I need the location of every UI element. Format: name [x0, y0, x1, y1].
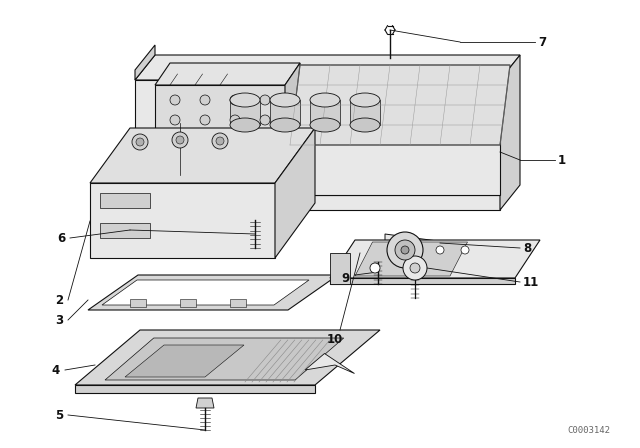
Circle shape [370, 263, 380, 273]
Text: 6: 6 [57, 232, 65, 245]
Polygon shape [330, 253, 350, 284]
Circle shape [172, 132, 188, 148]
Polygon shape [135, 55, 520, 80]
Text: C0003142: C0003142 [567, 426, 610, 435]
Text: 4: 4 [52, 363, 60, 376]
Ellipse shape [350, 93, 380, 107]
Polygon shape [285, 63, 300, 140]
Text: 3: 3 [55, 314, 63, 327]
Polygon shape [90, 183, 275, 258]
Polygon shape [330, 240, 540, 278]
Polygon shape [155, 85, 285, 140]
Circle shape [387, 232, 423, 268]
Polygon shape [230, 100, 260, 125]
Ellipse shape [310, 93, 340, 107]
Ellipse shape [350, 118, 380, 132]
Polygon shape [155, 63, 300, 85]
Text: 5: 5 [55, 409, 63, 422]
Polygon shape [88, 275, 338, 310]
Circle shape [403, 256, 427, 280]
Circle shape [260, 95, 270, 105]
Ellipse shape [230, 118, 260, 132]
Polygon shape [102, 280, 309, 305]
Circle shape [260, 115, 270, 125]
Polygon shape [196, 398, 214, 408]
Circle shape [395, 240, 415, 260]
Ellipse shape [270, 118, 300, 132]
Polygon shape [248, 212, 262, 220]
Circle shape [136, 138, 144, 146]
Ellipse shape [270, 93, 300, 107]
Polygon shape [350, 100, 380, 125]
Ellipse shape [230, 93, 260, 107]
Polygon shape [100, 193, 150, 208]
Circle shape [200, 95, 210, 105]
Circle shape [230, 95, 240, 105]
Polygon shape [180, 299, 196, 307]
Polygon shape [90, 128, 315, 183]
Circle shape [216, 137, 224, 145]
Polygon shape [130, 299, 146, 307]
Polygon shape [135, 195, 500, 210]
Circle shape [212, 133, 228, 149]
Polygon shape [100, 223, 150, 238]
Polygon shape [385, 234, 475, 256]
Text: 10: 10 [327, 333, 343, 346]
Polygon shape [105, 338, 344, 380]
Polygon shape [135, 45, 155, 80]
Polygon shape [310, 100, 340, 125]
Polygon shape [330, 278, 515, 284]
Text: 1: 1 [558, 154, 566, 167]
Text: 8: 8 [523, 241, 531, 254]
Circle shape [170, 95, 180, 105]
Circle shape [401, 246, 409, 254]
Ellipse shape [310, 118, 340, 132]
Polygon shape [230, 299, 246, 307]
Polygon shape [125, 345, 244, 377]
Polygon shape [135, 80, 500, 195]
Circle shape [176, 136, 184, 144]
Text: 9: 9 [342, 271, 350, 284]
Circle shape [461, 246, 469, 254]
Text: 2: 2 [55, 293, 63, 306]
Polygon shape [500, 55, 520, 210]
Circle shape [200, 115, 210, 125]
Text: 7: 7 [538, 35, 546, 48]
Circle shape [410, 263, 420, 273]
Polygon shape [370, 256, 386, 262]
Polygon shape [270, 100, 300, 125]
Polygon shape [75, 385, 315, 393]
Circle shape [436, 246, 444, 254]
Polygon shape [355, 242, 467, 276]
Polygon shape [275, 128, 315, 258]
Polygon shape [75, 330, 380, 385]
Polygon shape [305, 353, 355, 374]
Circle shape [230, 115, 240, 125]
Text: 11: 11 [523, 276, 540, 289]
Polygon shape [290, 65, 510, 145]
Circle shape [132, 134, 148, 150]
Circle shape [170, 115, 180, 125]
